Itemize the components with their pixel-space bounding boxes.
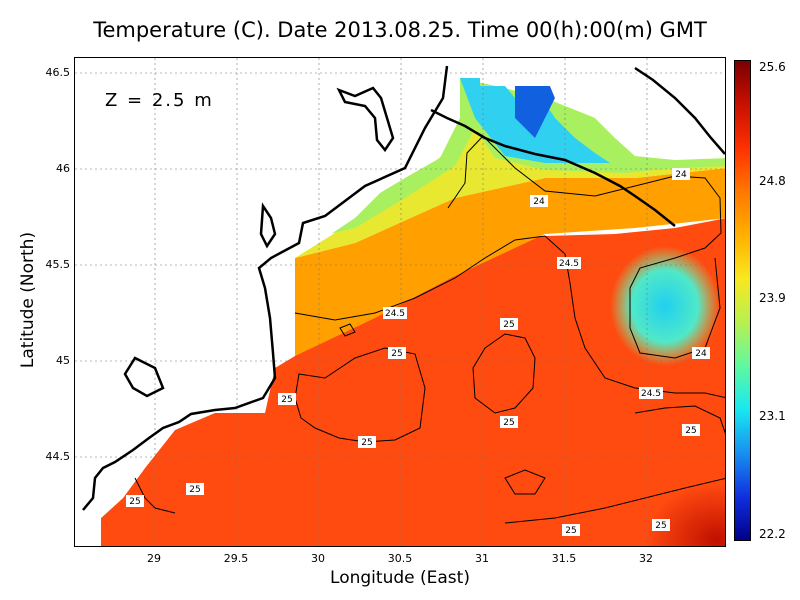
contour-label: 25 <box>391 349 402 359</box>
contour-label: 25 <box>503 418 514 428</box>
contour-25-sw <box>134 477 176 514</box>
y-tick-label: 46.5 <box>45 66 71 79</box>
contour-label: 25 <box>361 438 372 448</box>
colorbar-tick: 25.6 <box>759 60 786 74</box>
x-tick-label: 31 <box>475 552 489 565</box>
y-tick-label: 45.5 <box>45 258 71 271</box>
land-northeast <box>550 58 725 160</box>
contour-label: 25 <box>685 426 696 436</box>
sea-field-north <box>295 78 725 258</box>
x-tick-label: 30 <box>311 552 325 565</box>
x-tick-label: 30.5 <box>387 552 413 565</box>
contour-25-main <box>294 347 426 443</box>
x-tick-label: 32 <box>639 552 653 565</box>
map-title: Temperature (C). Date 2013.08.25. Time 0… <box>93 18 707 42</box>
x-axis-label: Longitude (East) <box>330 568 470 588</box>
contour-25-bottom <box>504 477 725 524</box>
contour-label: 25 <box>503 320 514 330</box>
contour-25-se <box>634 405 725 434</box>
contour-label: 25 <box>655 521 666 531</box>
contour-25-small1 <box>504 469 546 495</box>
contour-label: 24.5 <box>641 389 661 399</box>
colorbar-tick: 24.8 <box>759 174 786 188</box>
y-axis-label: Latitude (North) <box>18 231 38 369</box>
sea-field-mid <box>295 168 725 356</box>
y-tick-label: 45 <box>56 354 70 367</box>
colorbar-tick: 22.2 <box>759 527 786 541</box>
colorbar <box>734 60 751 541</box>
contour-label: 24 <box>695 349 707 359</box>
contour-label: 25 <box>129 497 140 507</box>
contour-label: 25 <box>565 526 576 536</box>
contour-label: 25 <box>281 395 292 405</box>
contour-label: 25 <box>189 485 200 495</box>
x-tick-label: 29 <box>147 552 161 565</box>
contour-label: 24.5 <box>559 259 579 269</box>
contour-25-mid <box>472 333 536 414</box>
x-tick-label: 29.5 <box>223 552 249 565</box>
depth-label: Z = 2.5 m <box>105 90 214 111</box>
colorbar-tick: 23.1 <box>759 409 786 423</box>
contour-label: 24 <box>675 170 687 180</box>
colorbar-tick: 23.9 <box>759 291 786 305</box>
cool-pool-east <box>610 246 720 366</box>
coastline <box>82 65 725 511</box>
temperature-map: 24 24 24.5 24.5 24 25 25 25 25 24.5 25 2… <box>74 57 726 547</box>
contour-25-small2 <box>339 323 356 337</box>
contour-24-north <box>447 135 722 359</box>
contour-label: 24.5 <box>385 309 405 319</box>
x-tick-label: 31.5 <box>551 552 577 565</box>
cold-core <box>515 86 555 138</box>
contour-label-group: 24 24 24.5 24.5 24 25 25 25 25 24.5 25 2… <box>126 168 710 536</box>
contour-label: 24 <box>533 197 545 207</box>
y-tick-label: 44.5 <box>45 450 71 463</box>
warm-southeast <box>525 388 725 546</box>
y-tick-label: 46 <box>56 162 70 175</box>
